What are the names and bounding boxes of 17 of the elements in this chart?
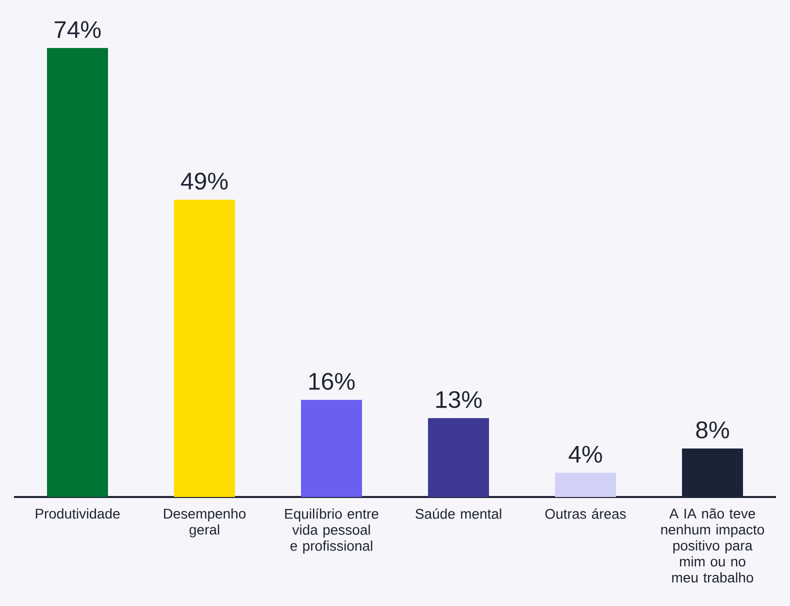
data-label: 13% [436,391,482,408]
bar [174,200,236,497]
x-tick-label: Equilíbrio entre vida pessoal e profissional [285,508,378,554]
data-label: 16% [309,372,355,390]
bar [555,472,616,497]
x-tick-label: Saúde mental [416,508,502,519]
x-tick-label: Desempenho geral [164,508,246,538]
data-label: 8% [696,421,729,438]
data-label: 49% [181,172,228,190]
data-label: 74% [54,21,101,38]
x-tick-label: Outras áreas [545,508,626,519]
x-tick-label: Produtividade [36,508,120,519]
bar [301,400,362,497]
bar [47,48,108,497]
bar [428,418,489,497]
x-tick-label: A IA não teve nenhum impacto positivo para mim ou no meu trabalho [661,508,764,583]
data-label: 4% [568,446,602,463]
